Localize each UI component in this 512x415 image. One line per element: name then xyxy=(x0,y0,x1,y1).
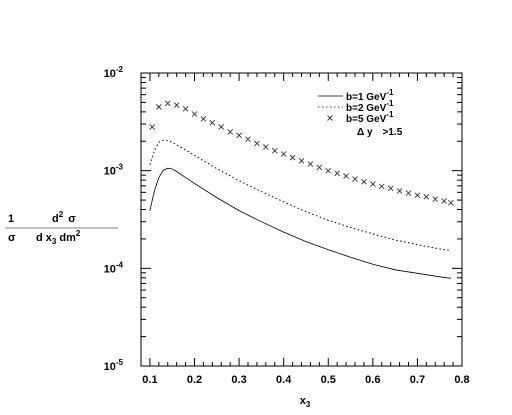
series-3-point xyxy=(387,185,394,192)
y-tick-label: 10-5 xyxy=(104,358,124,373)
legend-label: b=5 GeV-1 xyxy=(346,110,394,125)
y-tick-label: 10-4 xyxy=(104,260,124,275)
series-3-point xyxy=(200,115,207,122)
y-label-sigma: σ xyxy=(8,232,16,244)
series-3-point xyxy=(325,167,332,174)
y-tick-label: 10-3 xyxy=(104,163,124,178)
series-3-point xyxy=(254,140,260,147)
series-3-point xyxy=(218,124,225,130)
series-3-point xyxy=(423,193,430,200)
y-tick-label: 10-2 xyxy=(104,65,124,80)
series-3-point xyxy=(432,196,439,203)
series-3-point xyxy=(396,188,403,194)
series-3-point xyxy=(352,176,358,182)
x-axis: 0.1 0.2 0.3 0.4 0.5 0.6 0.7 0.8 xyxy=(140,73,470,386)
legend-marker xyxy=(327,115,333,121)
x-axis-label: x3 xyxy=(300,395,311,409)
y-axis: 10-5 10-4 10-3 10-2 xyxy=(104,65,462,373)
series-3-point xyxy=(405,190,412,196)
x-tick-label: 0.7 xyxy=(410,374,425,386)
series-layer xyxy=(149,100,454,279)
series-3-point xyxy=(378,183,385,190)
series-3-point xyxy=(263,144,269,150)
x-axis-label-sub: 3 xyxy=(306,400,311,409)
series-3-point xyxy=(448,199,454,206)
series-3-point xyxy=(289,154,296,161)
plot-frame xyxy=(140,72,463,367)
series-3-point xyxy=(156,104,162,110)
series-3-point xyxy=(173,102,180,108)
series-3-point xyxy=(227,128,233,135)
series-3-point xyxy=(414,192,421,199)
y-label-denominator: d x3 dm2 xyxy=(36,229,81,246)
x-tick-label: 0.5 xyxy=(321,374,336,386)
series-3-point xyxy=(370,181,376,187)
series-3-point xyxy=(298,158,305,164)
series-3-point xyxy=(316,164,323,171)
legend-label: b=1 GeV-1 xyxy=(346,88,394,103)
series-1-line xyxy=(149,167,451,279)
y-label-numerator: d2 σ xyxy=(52,210,76,225)
legend-annotation: Δ y >1.5 xyxy=(357,127,403,138)
series-3-point xyxy=(307,161,314,167)
series-3-point xyxy=(441,198,447,204)
x-tick-label: 0.3 xyxy=(231,374,246,386)
x-tick-label: 0.2 xyxy=(187,374,202,386)
legend-label: b=2 GeV-1 xyxy=(346,99,394,114)
series-3-point xyxy=(280,151,287,157)
series-3-point xyxy=(245,136,251,143)
series-3-point xyxy=(236,132,242,139)
series-3-point xyxy=(343,173,349,179)
series-3-point xyxy=(191,111,198,117)
y-label-one: 1 xyxy=(8,213,14,225)
series-3-point xyxy=(182,105,189,112)
x-tick-label: 0.4 xyxy=(276,374,292,386)
series-2-line xyxy=(149,139,451,252)
legend: b=1 GeV-1b=2 GeV-1b=5 GeV-1 Δ y >1.5 xyxy=(318,88,403,138)
x-tick-label: 0.6 xyxy=(365,374,380,386)
series-3-point xyxy=(361,178,367,185)
series-3-point xyxy=(209,119,216,126)
x-tick-label: 0.8 xyxy=(454,374,469,386)
x-tick-label: 0.1 xyxy=(142,374,157,386)
y-axis-label: 1 σ d2 σ d x3 dm2 xyxy=(5,210,118,246)
series-3-point xyxy=(271,147,278,154)
series-3-point xyxy=(164,100,171,107)
series-3-point xyxy=(149,124,155,130)
series-3-point xyxy=(334,170,340,177)
